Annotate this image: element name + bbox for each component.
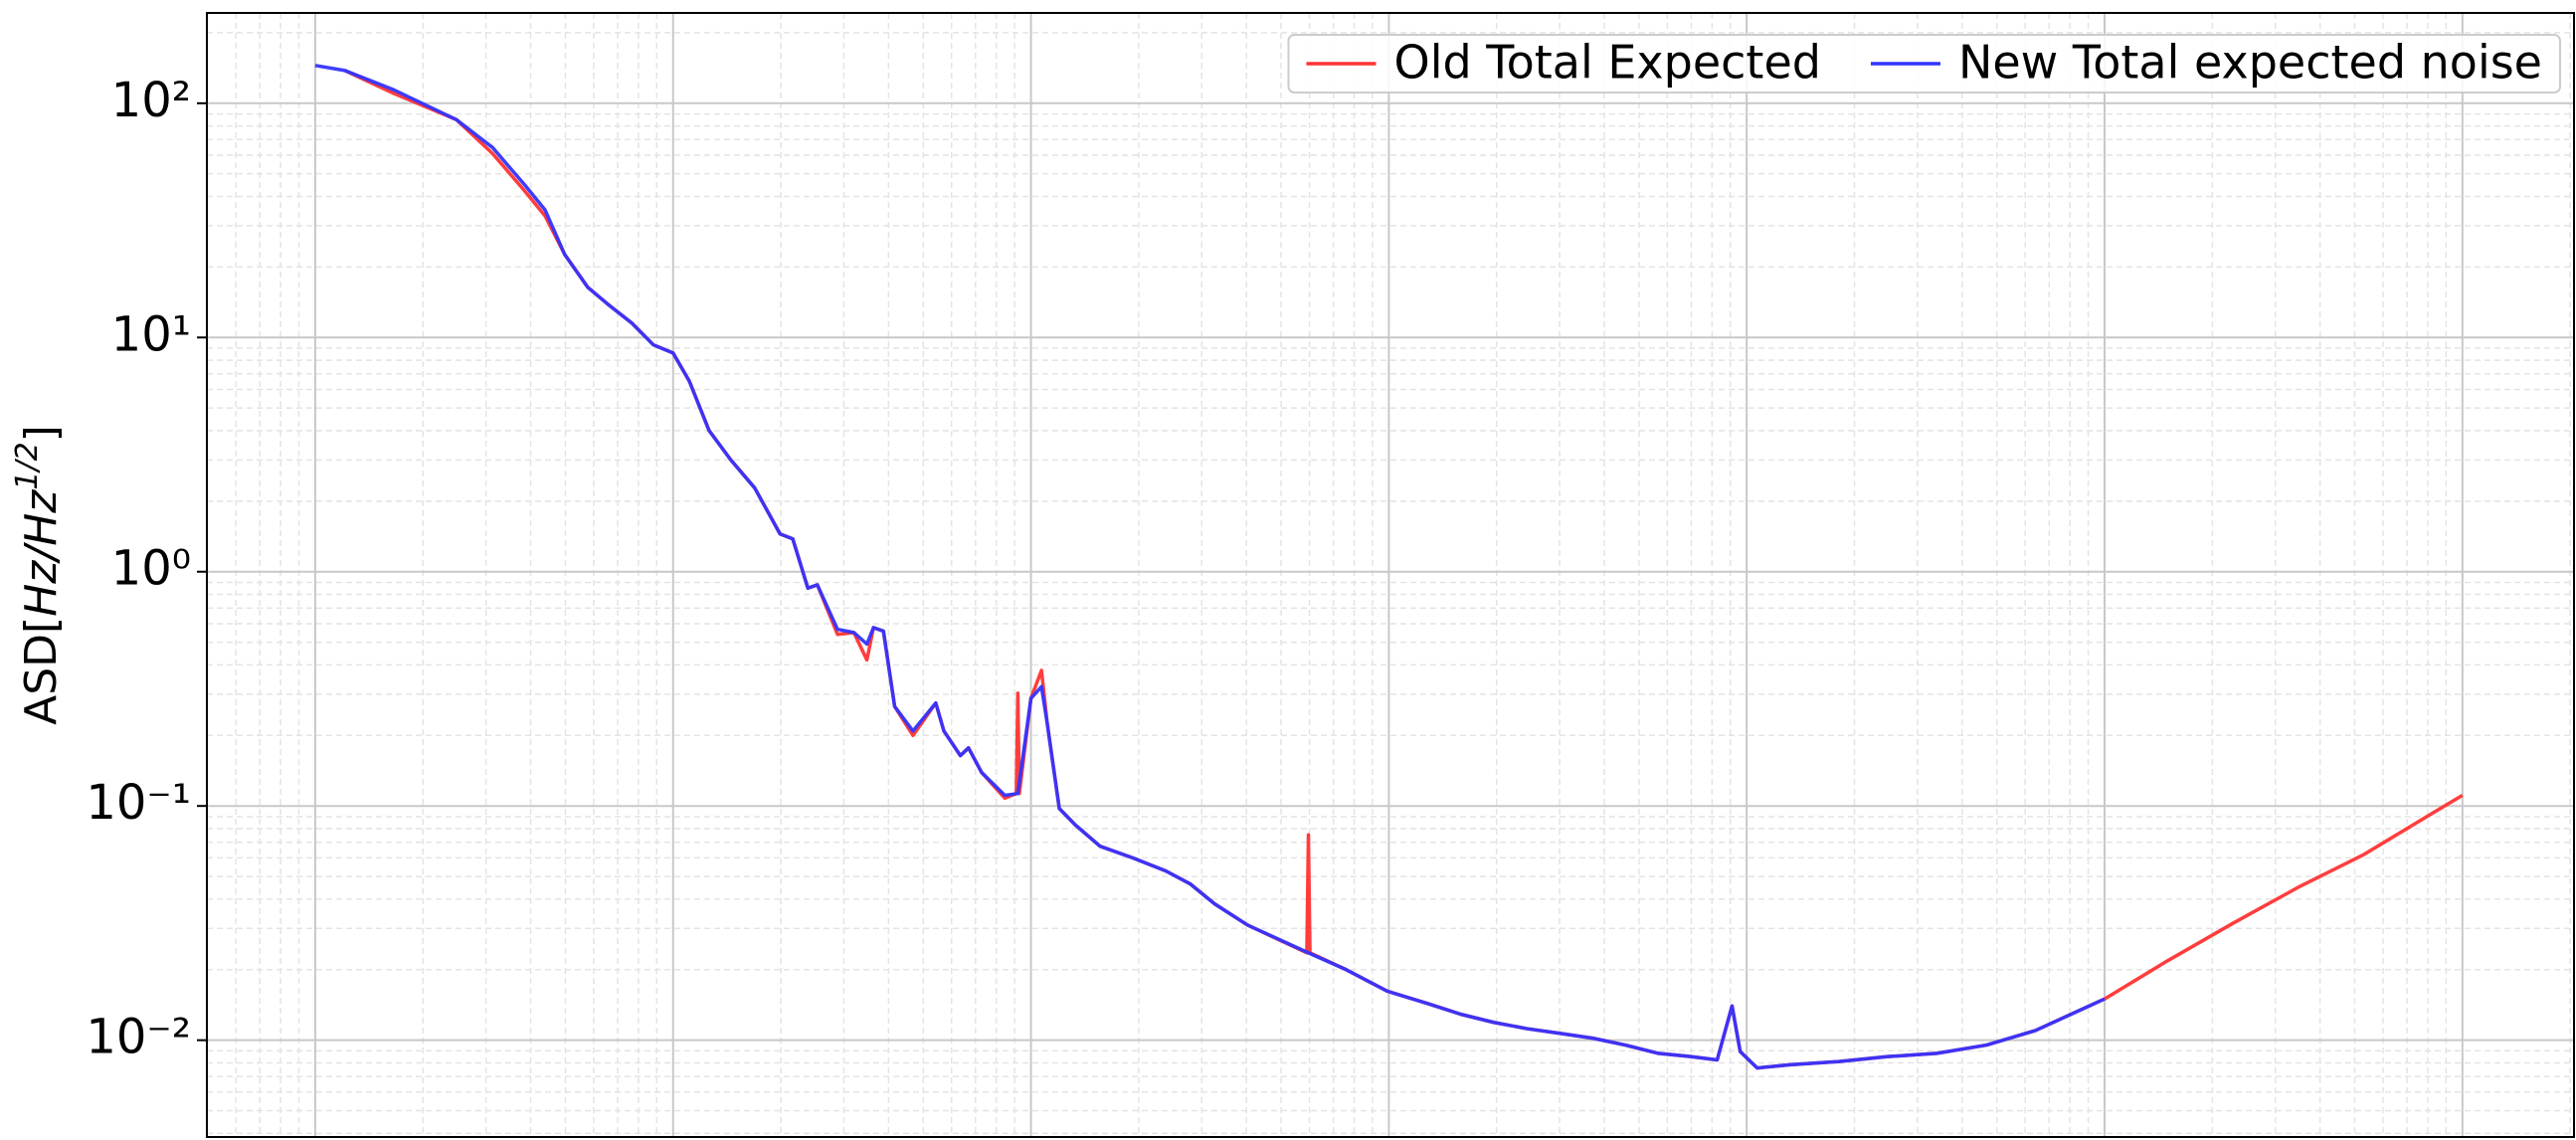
series-line [343,69,2464,1070]
y-label-unit: Hz/Hz [16,489,67,617]
y-tick-label: 10¹ [111,306,191,362]
series-line [314,64,2106,1070]
y-tick-label: 10² [111,73,191,128]
lines [314,64,2464,1070]
grid [206,13,2574,1137]
legend-label: Old Total Expected [1393,36,1820,90]
legend-label: New Total expected noise [1958,36,2542,90]
y-label-close: ] [16,425,67,442]
y-label-exponent: 1/2 [10,442,45,489]
y-axis-label: ASD[Hz/Hz1/2] [10,425,68,725]
legend: Old Total Expected New Total expected noi… [1287,34,2561,94]
y-tick-label: 10⁻² [86,1010,191,1065]
y-tick-label: 10⁻¹ [86,775,191,831]
y-label-base: ASD[ [16,617,67,725]
y-tick-label: 10⁰ [111,541,191,597]
plot-frame [206,12,2575,1138]
